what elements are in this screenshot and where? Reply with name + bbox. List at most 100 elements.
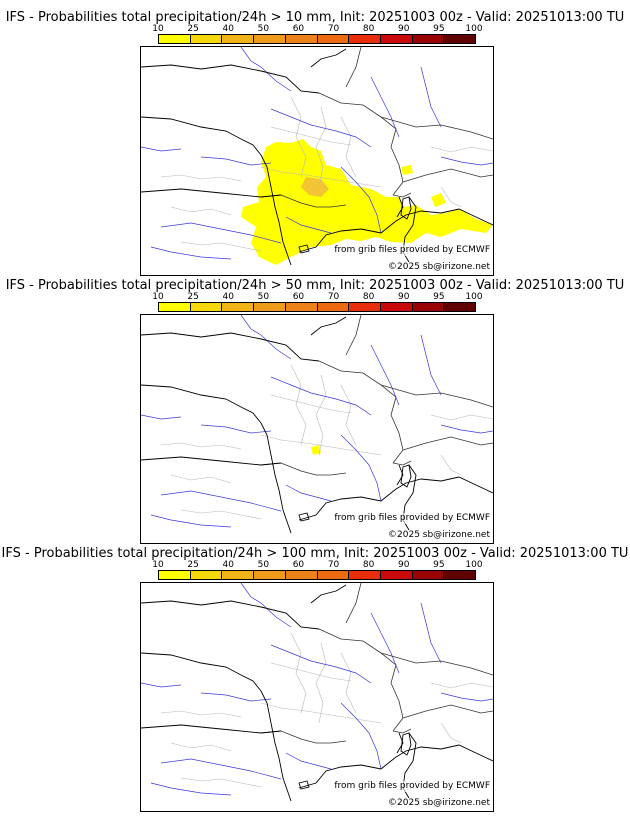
river — [150, 514, 232, 528]
country-border — [392, 728, 412, 734]
colorscale-segment — [159, 571, 191, 579]
map-svg — [141, 47, 493, 266]
river — [270, 108, 372, 148]
coastline — [260, 690, 292, 802]
colorscale-label: 40 — [222, 24, 234, 34]
coastline — [396, 732, 404, 754]
colorscale-segment — [412, 35, 445, 43]
river — [200, 156, 272, 166]
admin-boundary — [260, 166, 382, 188]
admin-boundary — [160, 174, 242, 182]
country-border — [380, 384, 493, 408]
island-coastline — [298, 780, 310, 790]
colorscale-bar — [158, 34, 476, 44]
country-border — [402, 168, 493, 183]
country-border — [345, 315, 362, 356]
map-panel-10mm: IFS - Probabilities total precipitation/… — [0, 10, 630, 280]
coastline — [141, 652, 262, 692]
admin-boundary — [430, 414, 493, 421]
river — [240, 583, 292, 628]
admin-boundary — [260, 434, 382, 456]
copyright: ©2025 sb@irizone.net — [388, 262, 490, 273]
colorscale-label: 60 — [292, 24, 305, 34]
river — [200, 424, 272, 434]
admin-boundary — [260, 702, 382, 724]
admin-boundary — [290, 96, 307, 178]
colorscale-segment — [380, 35, 413, 43]
country-border — [402, 436, 493, 451]
colorscale-label: 10 — [152, 292, 164, 302]
colorscale-label: 95 — [433, 24, 445, 34]
country-border — [318, 628, 404, 732]
panel-title: IFS - Probabilities total precipitation/… — [1, 546, 629, 561]
river — [370, 76, 400, 138]
colorscale-label: 40 — [222, 292, 234, 302]
coastline — [310, 48, 347, 68]
precip-area-10-25 — [401, 165, 413, 175]
colorscale-segment — [254, 571, 286, 579]
admin-boundary — [270, 126, 352, 146]
river — [240, 315, 292, 360]
country-border — [392, 460, 412, 466]
colorscale-labels: 10 25 40 50 60 70 80 90 95 100 — [152, 292, 482, 302]
river — [440, 424, 493, 434]
river — [340, 434, 382, 502]
country-border — [392, 192, 412, 198]
coastline — [141, 724, 282, 734]
island-coastline — [298, 512, 310, 522]
country-border — [318, 92, 404, 196]
copyright: ©2025 sb@irizone.net — [388, 530, 490, 541]
admin-boundary — [430, 682, 493, 689]
map-panel-100mm: IFS - Probabilities total precipitation/… — [0, 546, 630, 818]
colorscale-segment — [380, 303, 413, 311]
admin-boundary — [170, 742, 232, 752]
admin-boundary — [340, 384, 357, 446]
panel-title: IFS - Probabilities total precipitation/… — [5, 278, 625, 293]
colorscale-label: 10 — [152, 24, 164, 34]
island-coastline — [298, 244, 310, 254]
river — [420, 602, 442, 664]
admin-boundary — [170, 206, 232, 216]
colorscale-segment — [349, 571, 381, 579]
precip-area-25-40 — [301, 177, 329, 197]
coastline — [260, 422, 292, 534]
river — [141, 414, 182, 420]
river — [285, 752, 332, 770]
coastline — [141, 600, 320, 630]
colorscale-segment — [412, 303, 445, 311]
source-credit: from grib files provided by ECMWF — [334, 513, 490, 524]
river — [160, 758, 282, 780]
admin-boundary — [180, 241, 262, 252]
coastline — [396, 464, 404, 486]
colorscale-segment — [159, 35, 191, 43]
colorscale-label: 95 — [433, 292, 445, 302]
colorscale-label: 95 — [433, 560, 445, 570]
colorscale-label: 25 — [187, 24, 199, 34]
coastline — [141, 332, 320, 362]
coastline — [310, 584, 347, 604]
colorscale-label: 80 — [362, 24, 375, 34]
coastline — [310, 316, 347, 336]
colorscale-label: 60 — [292, 560, 305, 570]
coastline — [395, 208, 493, 226]
colorscale-label: 70 — [327, 292, 340, 302]
coastline — [141, 64, 320, 94]
colorscale-label: 80 — [362, 292, 375, 302]
river — [370, 344, 400, 406]
colorscale-label: 100 — [465, 292, 483, 302]
colorscale-label: 25 — [187, 560, 199, 570]
admin-boundary — [180, 509, 262, 520]
colorscale-segment — [222, 35, 255, 43]
admin-boundary — [290, 364, 307, 446]
colorscale-segment — [285, 303, 318, 311]
precipitation-map: from grib files provided by ECMWF ©2025 … — [140, 46, 494, 276]
colorscale-label: 50 — [257, 560, 270, 570]
admin-boundary — [290, 632, 307, 714]
coastline — [298, 488, 397, 521]
colorscale-segment — [222, 571, 255, 579]
river — [340, 166, 382, 234]
colorscale-label: 50 — [257, 292, 270, 302]
colorscale-segment — [444, 35, 476, 43]
precipitation-map: from grib files provided by ECMWF ©2025 … — [140, 582, 494, 812]
admin-boundary — [440, 722, 462, 744]
